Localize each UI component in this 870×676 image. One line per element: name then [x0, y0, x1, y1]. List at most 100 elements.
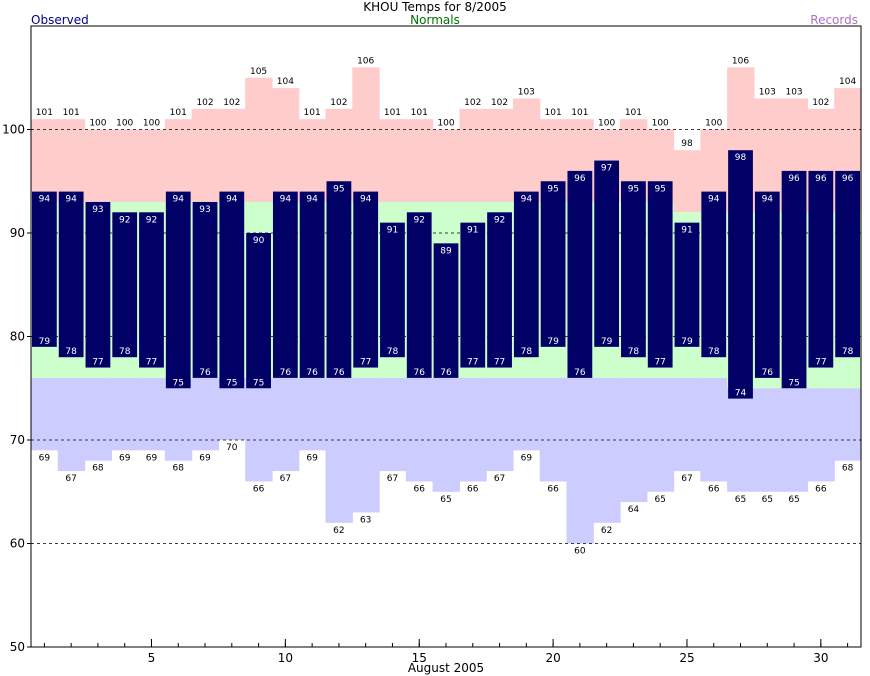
x-tick-label: 25: [679, 651, 694, 665]
legend-normals: Normals: [410, 13, 460, 27]
record-high-label: 101: [170, 108, 187, 118]
record-high-label: 102: [812, 98, 829, 108]
observed-low-label: 78: [708, 347, 720, 357]
record-low-label: 67: [280, 474, 291, 484]
record-low-label: 65: [440, 495, 451, 505]
observed-low-label: 78: [119, 347, 131, 357]
observed-low-label: 77: [92, 358, 103, 368]
record-high-label: 103: [518, 87, 535, 97]
observed-high-label: 94: [39, 195, 51, 205]
y-tick-label: 60: [10, 537, 25, 551]
record-low-label: 70: [226, 443, 238, 453]
observed-low-label: 75: [226, 378, 237, 388]
record-low-label: 69: [306, 453, 318, 463]
record-high-label: 102: [491, 98, 508, 108]
observed-bar: [353, 191, 379, 368]
record-high-label: 102: [464, 98, 481, 108]
record-high-label: 105: [250, 67, 267, 77]
record-high-label: 101: [411, 108, 428, 118]
record-high-band: [512, 98, 541, 202]
observed-low-label: 77: [815, 358, 826, 368]
observed-bar: [380, 222, 405, 358]
observed-bar: [406, 212, 432, 378]
observed-low-label: 78: [628, 347, 640, 357]
observed-high-label: 90: [253, 236, 265, 246]
observed-low-label: 74: [735, 389, 747, 399]
observed-bar: [567, 170, 593, 378]
observed-low-label: 76: [574, 368, 586, 378]
record-low-band: [164, 377, 193, 461]
observed-high-label: 94: [762, 195, 774, 205]
observed-low-label: 77: [654, 358, 665, 368]
record-high-label: 103: [785, 87, 802, 97]
y-tick-label: 70: [10, 433, 25, 447]
observed-bar: [192, 201, 218, 378]
observed-bar: [433, 243, 459, 378]
record-high-label: 102: [223, 98, 240, 108]
record-low-band: [566, 377, 594, 544]
record-low-label: 68: [173, 464, 185, 474]
record-low-band: [539, 377, 568, 482]
observed-high-label: 93: [92, 205, 103, 215]
observed-high-label: 96: [574, 174, 586, 184]
observed-bar: [594, 160, 620, 347]
y-tick-label: 100: [2, 123, 25, 137]
record-low-label: 60: [574, 547, 586, 557]
record-low-label: 69: [146, 453, 158, 463]
record-low-band: [191, 377, 220, 451]
observed-low-label: 78: [65, 347, 77, 357]
record-high-band: [138, 129, 166, 202]
record-low-band: [593, 377, 621, 523]
record-low-band: [31, 377, 59, 451]
observed-high-label: 91: [387, 226, 398, 236]
record-low-label: 69: [199, 453, 211, 463]
record-high-band: [111, 129, 139, 202]
observed-bar: [326, 181, 352, 378]
record-high-label: 98: [681, 139, 693, 149]
observed-low-label: 75: [788, 378, 799, 388]
record-high-label: 100: [143, 119, 160, 129]
record-low-band: [432, 377, 460, 492]
observed-high-label: 91: [681, 226, 692, 236]
record-high-label: 101: [571, 108, 588, 118]
record-high-band: [218, 108, 246, 202]
record-low-label: 68: [92, 464, 104, 474]
record-low-band: [271, 377, 300, 472]
record-high-label: 104: [839, 77, 856, 87]
observed-bar: [487, 212, 512, 368]
observed-high-label: 96: [788, 174, 800, 184]
record-low-label: 65: [654, 495, 665, 505]
observed-bar: [781, 170, 807, 389]
record-high-label: 103: [759, 87, 776, 97]
observed-high-label: 95: [628, 184, 639, 194]
record-low-band: [245, 377, 273, 482]
record-low-band: [486, 377, 514, 472]
observed-high-label: 94: [521, 195, 533, 205]
record-high-band: [298, 119, 327, 202]
observed-bar: [460, 222, 486, 368]
record-low-label: 66: [467, 484, 479, 494]
observed-high-label: 94: [708, 195, 720, 205]
observed-bar: [246, 233, 271, 389]
record-low-band: [700, 377, 728, 482]
observed-bar: [540, 181, 566, 347]
record-low-band: [834, 388, 862, 461]
observed-low-label: 76: [440, 368, 452, 378]
observed-low-label: 76: [762, 368, 774, 378]
observed-high-label: 94: [360, 195, 372, 205]
observed-low-label: 79: [39, 337, 51, 347]
observed-low-label: 76: [413, 368, 425, 378]
record-low-label: 62: [333, 526, 344, 536]
record-high-label: 101: [63, 108, 80, 118]
record-high-band: [84, 129, 112, 202]
record-low-label: 67: [65, 474, 76, 484]
observed-low-label: 76: [306, 368, 318, 378]
observed-bar: [85, 201, 111, 368]
observed-low-label: 77: [360, 358, 371, 368]
record-high-band: [191, 108, 220, 202]
record-high-band: [57, 119, 86, 202]
x-tick-label: 30: [813, 651, 828, 665]
record-high-label: 106: [732, 56, 749, 66]
record-low-label: 64: [628, 505, 640, 515]
